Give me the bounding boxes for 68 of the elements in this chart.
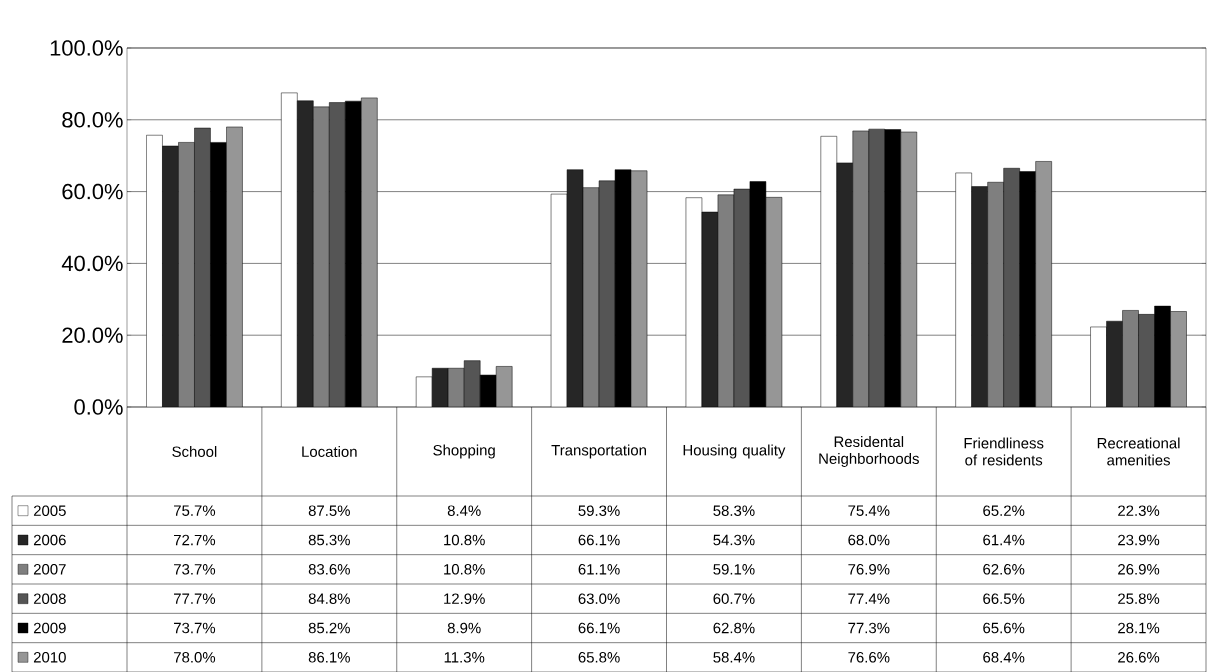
legend-label: 2007 — [33, 564, 66, 575]
legend-label: 2010 — [33, 652, 66, 663]
data-label: 63.0% — [578, 593, 620, 604]
data-label: 77.4% — [848, 593, 890, 604]
y-tick-label: 80.0% — [62, 112, 123, 128]
y-tick-label: 40.0% — [61, 255, 123, 272]
data-label: 54.3% — [713, 534, 755, 546]
data-label: 72.7% — [174, 534, 216, 546]
data-label: 66.5% — [983, 593, 1025, 604]
x-tick-label: Shopping — [433, 444, 495, 459]
legend-label: 2005 — [33, 505, 66, 516]
data-label: 8.9% — [447, 622, 481, 634]
data-label: 62.8% — [713, 622, 755, 634]
data-label: 73.7% — [174, 622, 216, 634]
data-label: 85.2% — [308, 622, 350, 634]
data-label: 65.8% — [578, 652, 620, 663]
data-label: 68.4% — [983, 652, 1025, 663]
data-label: 66.1% — [578, 622, 620, 634]
x-tick-label: Residental Neighborhoods — [819, 436, 919, 467]
data-label: 78.0% — [174, 652, 216, 663]
data-label: 65.2% — [983, 505, 1025, 516]
data-label: 12.9% — [444, 593, 485, 604]
data-label: 23.9% — [1118, 534, 1160, 546]
data-label: 10.8% — [444, 534, 485, 546]
data-label: 85.3% — [308, 534, 350, 546]
y-tick-label: 20.0% — [62, 327, 123, 343]
data-label: 65.6% — [983, 622, 1025, 634]
data-label: 61.4% — [983, 534, 1025, 546]
data-label: 62.6% — [983, 564, 1025, 575]
legend-label: 2008 — [33, 593, 66, 604]
data-label: 77.3% — [848, 622, 890, 634]
legend-label: 2006 — [33, 534, 66, 546]
data-label: 60.7% — [713, 593, 755, 604]
data-label: 59.1% — [713, 564, 755, 575]
data-label: 76.6% — [848, 652, 890, 663]
data-label: 11.3% — [444, 652, 485, 663]
x-tick-label: Friendliness of residents — [964, 437, 1044, 466]
data-label: 73.7% — [174, 564, 216, 575]
data-label: 66.1% — [578, 534, 620, 546]
y-tick-label: 60.0% — [62, 183, 123, 200]
data-label: 10.8% — [444, 564, 485, 575]
x-tick-label: Transportation — [551, 444, 646, 459]
data-label: 68.0% — [848, 534, 890, 546]
data-label: 59.3% — [578, 505, 620, 516]
data-label: 75.4% — [848, 505, 890, 516]
data-label: 25.8% — [1118, 593, 1160, 604]
data-label: 8.4% — [447, 505, 481, 516]
data-label: 75.7% — [174, 505, 216, 516]
data-label: 83.6% — [308, 564, 350, 575]
x-tick-label: Housing quality — [683, 444, 786, 459]
data-label: 61.1% — [578, 564, 620, 575]
x-tick-label: School — [172, 446, 217, 457]
data-label: 84.8% — [308, 593, 350, 604]
x-tick-label: Recreational amenities — [1097, 437, 1180, 466]
data-label: 77.7% — [174, 593, 216, 604]
y-tick-label: 0.0% — [74, 399, 123, 415]
data-label: 76.9% — [848, 564, 890, 575]
data-label: 22.3% — [1118, 505, 1160, 516]
data-label: 87.5% — [308, 505, 350, 516]
data-label: 28.1% — [1118, 622, 1160, 634]
data-label: 86.1% — [308, 652, 350, 663]
legend-label: 2009 — [33, 622, 66, 634]
data-label: 26.6% — [1118, 652, 1160, 663]
x-tick-label: Location — [302, 446, 357, 457]
data-label: 58.4% — [713, 652, 755, 663]
data-label: 26.9% — [1118, 564, 1160, 575]
y-tick-label: 100.0% — [50, 40, 123, 56]
data-label: 58.3% — [713, 505, 755, 516]
